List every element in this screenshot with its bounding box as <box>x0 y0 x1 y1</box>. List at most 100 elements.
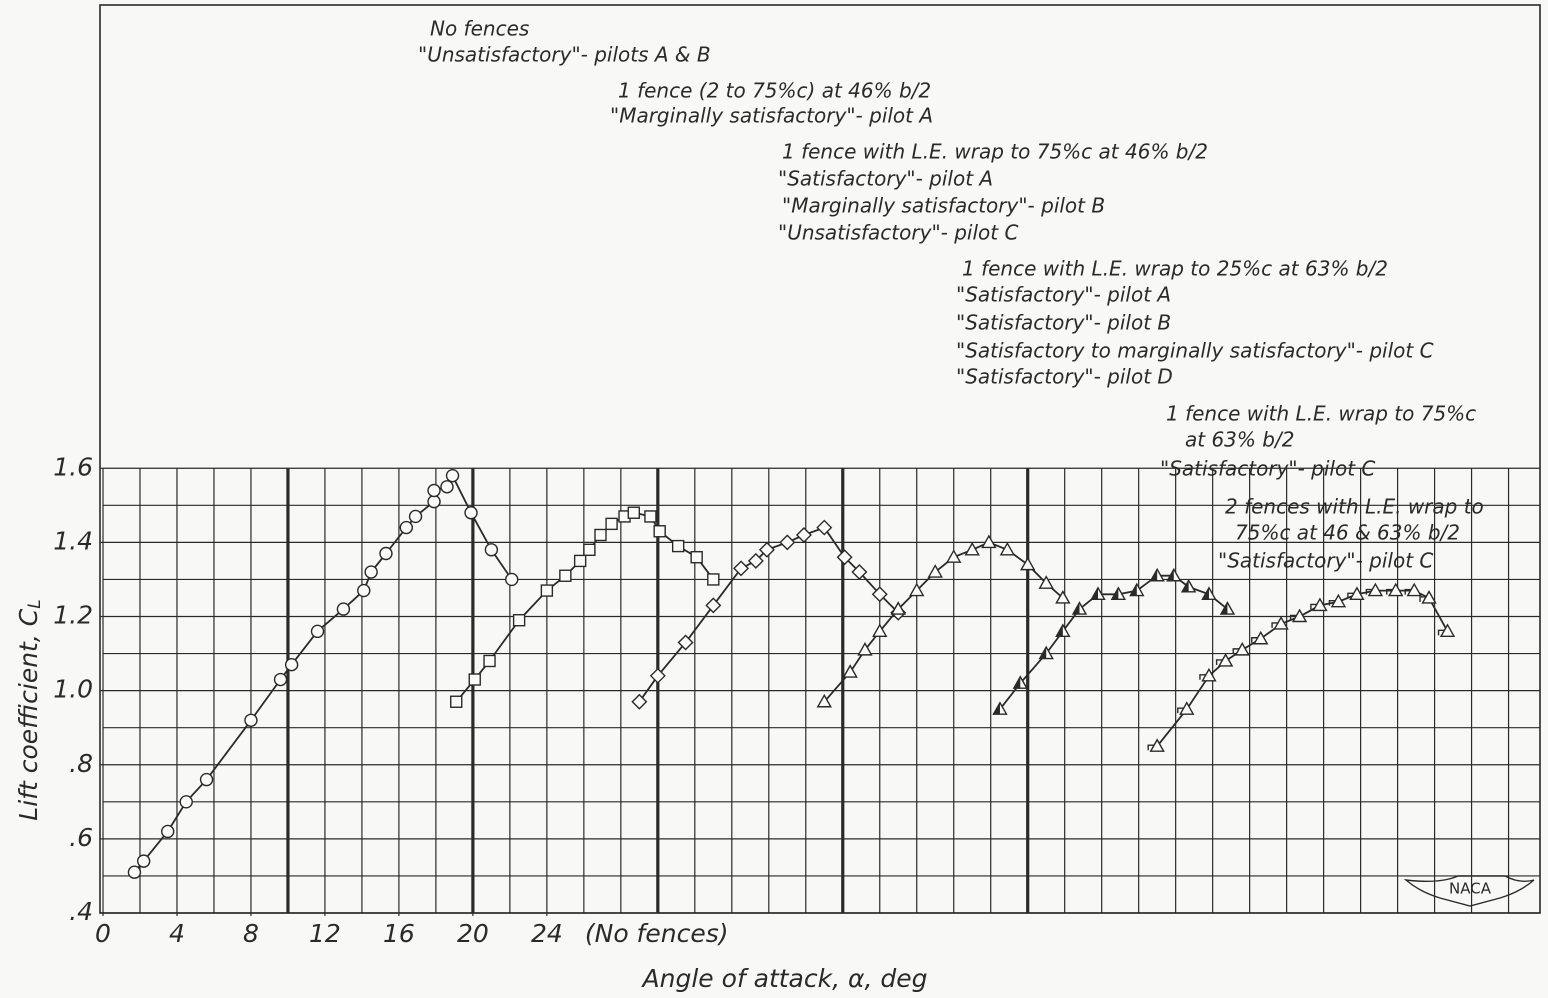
data-point <box>136 854 151 868</box>
marker-square <box>627 506 640 519</box>
data-point <box>1180 578 1197 593</box>
marker-circle <box>199 772 214 787</box>
marker-triangle <box>1038 575 1054 589</box>
marker-half <box>1202 587 1209 600</box>
marker-triangle <box>1020 556 1036 571</box>
y-tick-label: 1.4 <box>53 526 93 555</box>
marker-diamond <box>733 560 750 577</box>
data-point <box>1177 701 1195 715</box>
data-point <box>747 552 764 569</box>
marker-circle <box>179 795 193 809</box>
data-point <box>1365 582 1384 597</box>
data-point <box>1012 675 1029 689</box>
marker-square <box>690 551 703 564</box>
data-point <box>909 582 925 597</box>
marker-circle <box>427 494 441 509</box>
x-tick-label: 4 <box>169 919 185 948</box>
data-point <box>1110 586 1127 600</box>
marker-flag <box>1199 674 1206 680</box>
data-point <box>1219 601 1236 615</box>
data-point <box>605 517 618 531</box>
marker-triangle <box>816 693 832 708</box>
data-point <box>559 569 572 582</box>
annotation: "Marginally satisfactory"- pilot B <box>782 194 1105 218</box>
data-point <box>583 543 596 556</box>
data-point <box>1071 601 1088 615</box>
data-point <box>779 534 796 551</box>
marker-triangle <box>857 641 873 656</box>
data-point <box>836 549 853 566</box>
marker-circle <box>364 565 378 579</box>
data-point <box>1289 608 1308 623</box>
x-tick-label: 12 <box>309 919 341 948</box>
data-point <box>816 519 833 536</box>
marker-half <box>1167 569 1174 581</box>
marker-flag <box>1251 637 1258 643</box>
data-point <box>450 695 463 708</box>
data-point <box>512 614 526 627</box>
marker-half <box>1056 624 1063 637</box>
annotation: "Unsatisfactory"- pilot C <box>778 221 1018 245</box>
data-point <box>1038 575 1054 589</box>
marker-triangle <box>946 549 962 563</box>
marker-square <box>605 517 618 531</box>
data-point <box>483 654 496 668</box>
marker-triangle <box>1055 590 1071 604</box>
marker-triangle <box>842 664 858 678</box>
data-point <box>1232 641 1250 656</box>
data-point <box>1055 623 1071 638</box>
marker-diamond <box>705 597 722 614</box>
marker-diamond <box>795 526 812 543</box>
annotation: "Unsatisfactory"- pilots A & B <box>418 43 711 67</box>
data-point <box>707 573 720 586</box>
data-point <box>992 701 1008 715</box>
data-point <box>1020 556 1036 571</box>
data-point <box>427 483 441 498</box>
marker-triangle <box>927 564 943 578</box>
data-point <box>795 526 812 543</box>
data-point <box>890 601 906 615</box>
data-point <box>244 713 258 727</box>
y-tick-label: 1.0 <box>53 675 93 704</box>
marker-half <box>1013 676 1021 689</box>
marker-diamond <box>779 534 796 551</box>
marker-diamond <box>677 634 694 651</box>
x-tick-label: 24 <box>531 919 563 948</box>
x-tick-label: 16 <box>383 919 415 948</box>
marker-square <box>512 614 526 627</box>
marker-flag <box>1310 603 1317 610</box>
marker-circle <box>445 468 460 483</box>
marker-circle <box>273 672 288 687</box>
marker-circle <box>427 483 441 498</box>
marker-diamond <box>836 549 853 566</box>
marker-flag <box>1271 622 1279 628</box>
data-point <box>1166 567 1182 582</box>
logo-text: NACA <box>1449 880 1492 898</box>
marker-square <box>540 584 554 597</box>
marker-flag <box>1177 707 1184 714</box>
data-point <box>946 549 962 563</box>
marker-flag <box>1404 588 1412 595</box>
marker-circle <box>505 572 519 587</box>
marker-square <box>573 554 587 568</box>
data-point <box>484 543 499 557</box>
data-point <box>357 583 371 598</box>
marker-diamond <box>758 541 775 558</box>
data-point <box>1310 597 1328 612</box>
data-point <box>199 772 214 787</box>
marker-circle <box>440 480 454 494</box>
marker-square <box>707 573 720 586</box>
marker-circle <box>379 546 393 561</box>
data-point <box>733 560 750 577</box>
marker-circle <box>336 602 351 616</box>
marker-half <box>1039 647 1047 659</box>
x-tick-label: 0 <box>95 919 111 948</box>
marker-triangle <box>964 541 980 556</box>
data-point <box>573 554 587 568</box>
data-point <box>1147 738 1165 752</box>
marker-triangle <box>872 623 888 638</box>
marker-diamond <box>871 586 888 603</box>
